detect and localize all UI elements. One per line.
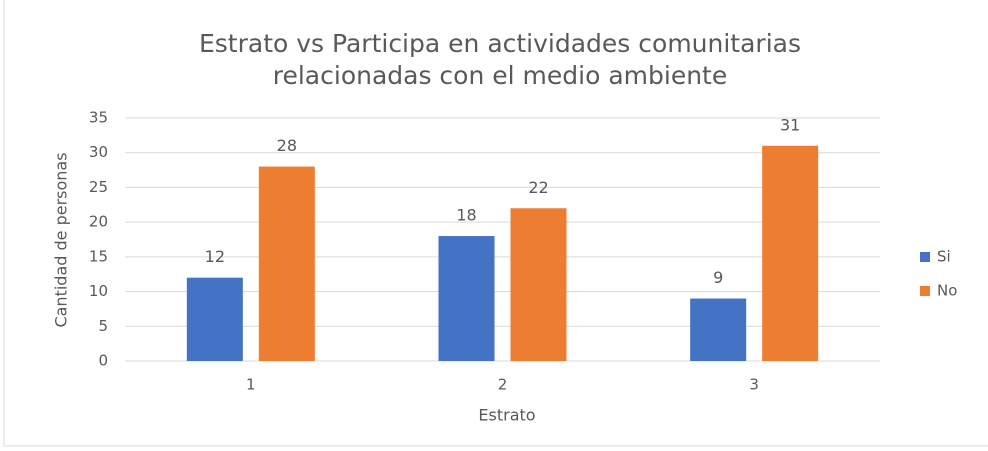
legend-label: No	[937, 282, 957, 300]
data-label: 28	[277, 136, 297, 155]
bar	[258, 166, 315, 361]
x-tick-label: 1	[246, 376, 256, 394]
x-tick-label: 2	[498, 376, 508, 394]
y-axis-label: Cantidad de personas	[52, 152, 71, 327]
data-label: 9	[713, 268, 723, 287]
x-axis-label: Estrato	[478, 406, 535, 425]
legend-swatch	[920, 286, 930, 296]
y-tick-label: 25	[89, 178, 108, 196]
bar	[510, 208, 567, 361]
data-label: 18	[456, 206, 476, 225]
bar	[186, 277, 243, 361]
y-tick-label: 10	[89, 282, 108, 300]
data-label: 31	[780, 115, 800, 134]
bar	[438, 236, 495, 361]
chart-title: Estrato vs Participa en actividades comu…	[199, 29, 801, 58]
bar	[762, 145, 819, 361]
y-tick-label: 5	[98, 317, 108, 335]
y-tick-label: 15	[89, 247, 108, 265]
legend-label: Si	[937, 248, 951, 266]
y-tick-label: 30	[89, 143, 108, 161]
x-tick-label: 3	[749, 376, 759, 394]
y-tick-label: 35	[89, 109, 108, 127]
chart-title: relacionadas con el medio ambiente	[273, 61, 727, 90]
data-label: 22	[528, 178, 548, 197]
y-tick-label: 0	[98, 352, 108, 370]
bar	[690, 298, 747, 361]
y-tick-label: 20	[89, 213, 108, 231]
data-label: 12	[205, 247, 225, 266]
legend-swatch	[920, 252, 930, 262]
